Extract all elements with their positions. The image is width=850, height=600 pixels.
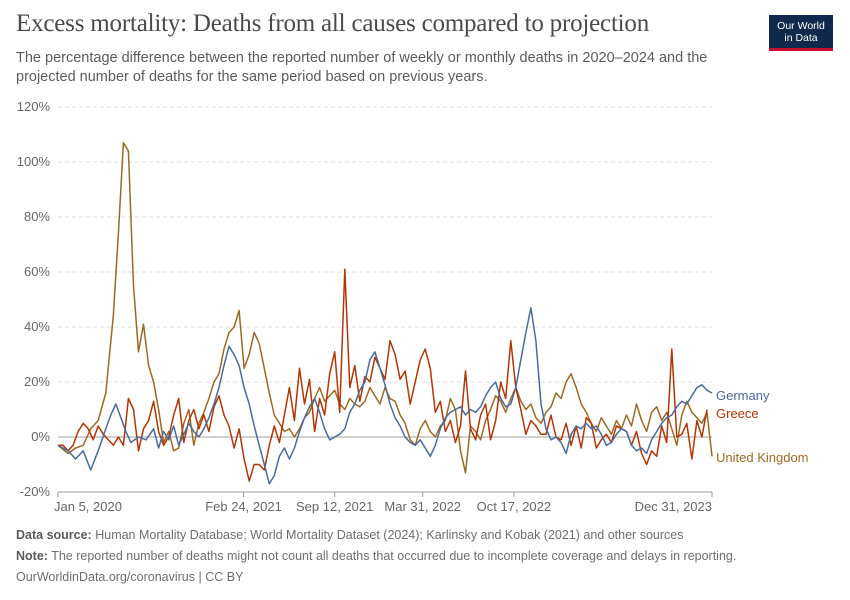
note-text: The reported number of deaths might not …: [51, 549, 737, 563]
data-source-label: Data source:: [16, 528, 92, 542]
series-line-united-kingdom: [57, 142, 713, 474]
y-tick-label: 120%: [17, 99, 51, 114]
x-tick-label: Mar 31, 2022: [384, 499, 461, 514]
data-source-text[interactable]: Human Mortality Database; World Mortalit…: [95, 528, 684, 542]
y-tick-label: 80%: [24, 209, 50, 224]
y-tick-label: 0%: [31, 429, 50, 444]
legend-label-germany: Germany: [716, 388, 770, 403]
series-line-greece: [58, 268, 708, 482]
x-tick-label: Oct 17, 2022: [477, 499, 551, 514]
x-tick-label: Sep 12, 2021: [296, 499, 373, 514]
owid-logo[interactable]: Our World in Data: [769, 15, 833, 51]
chart-title: Excess mortality: Deaths from all causes…: [16, 10, 650, 37]
y-tick-label: 100%: [17, 154, 51, 169]
note-label: Note:: [16, 549, 48, 563]
legend-label-greece: Greece: [716, 406, 759, 421]
license-link[interactable]: OurWorldinData.org/coronavirus | CC BY: [16, 570, 244, 584]
y-tick-label: 60%: [24, 264, 50, 279]
data-source-line: Data source: Human Mortality Database; W…: [16, 528, 683, 542]
x-tick-label: Feb 24, 2021: [205, 499, 282, 514]
x-tick-label: Jan 5, 2020: [54, 499, 122, 514]
y-tick-label: 20%: [24, 374, 50, 389]
y-tick-label: 40%: [24, 319, 50, 334]
logo-line-2: in Data: [784, 32, 818, 44]
x-tick-label: Dec 31, 2023: [635, 499, 712, 514]
legend-label-united-kingdom: United Kingdom: [716, 450, 809, 465]
logo-line-1: Our World: [777, 20, 825, 32]
y-tick-label: -20%: [20, 484, 51, 499]
series-line-germany: [57, 307, 713, 485]
note-line: Note: The reported number of deaths migh…: [16, 549, 736, 563]
chart-subtitle: The percentage difference between the re…: [16, 50, 708, 85]
